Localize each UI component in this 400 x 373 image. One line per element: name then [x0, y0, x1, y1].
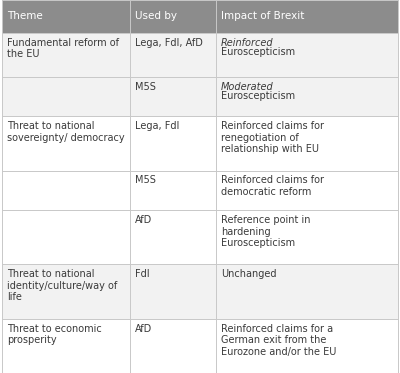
Text: Unchanged: Unchanged [221, 269, 276, 279]
Bar [130, 319, 216, 373]
Bar [130, 33, 216, 77]
Bar [130, 210, 216, 264]
Bar [2, 319, 130, 373]
Text: M5S: M5S [135, 82, 156, 92]
Bar [130, 116, 216, 170]
Bar [2, 77, 130, 116]
Text: M5S: M5S [135, 175, 156, 185]
Bar [216, 0, 398, 33]
Bar [2, 0, 130, 33]
Bar [216, 264, 398, 319]
Text: AfD: AfD [135, 323, 152, 333]
Bar [216, 210, 398, 264]
Text: Reinforced claims for a
German exit from the
Eurozone and/or the EU: Reinforced claims for a German exit from… [221, 323, 336, 357]
Bar [130, 264, 216, 319]
Text: Reinforced: Reinforced [221, 38, 274, 47]
Text: Threat to economic
prosperity: Threat to economic prosperity [7, 323, 102, 345]
Text: Reinforced claims for
renegotiation of
relationship with EU: Reinforced claims for renegotiation of r… [221, 121, 324, 154]
Bar [216, 77, 398, 116]
Text: Threat to national
sovereignty/ democracy: Threat to national sovereignty/ democrac… [7, 121, 124, 143]
Bar [130, 170, 216, 210]
Bar [216, 170, 398, 210]
Text: FdI: FdI [135, 269, 150, 279]
Text: Lega, FdI, AfD: Lega, FdI, AfD [135, 38, 203, 47]
Bar [2, 33, 130, 77]
Text: Used by: Used by [135, 11, 177, 21]
Bar [2, 210, 130, 264]
Bar [130, 0, 216, 33]
Text: Impact of Brexit: Impact of Brexit [221, 11, 304, 21]
Text: Moderated: Moderated [221, 82, 274, 92]
Text: Theme: Theme [7, 11, 42, 21]
Text: Euroscepticism: Euroscepticism [221, 91, 295, 101]
Text: Threat to national
identity/culture/way of
life: Threat to national identity/culture/way … [7, 269, 117, 303]
Bar [130, 77, 216, 116]
Text: Euroscepticism: Euroscepticism [221, 47, 295, 57]
Bar [216, 319, 398, 373]
Bar [2, 170, 130, 210]
Bar [2, 264, 130, 319]
Bar [2, 116, 130, 170]
Bar [216, 33, 398, 77]
Text: Reference point in
hardening
Euroscepticism: Reference point in hardening Eurosceptic… [221, 215, 310, 248]
Bar [216, 116, 398, 170]
Text: Reinforced claims for
democratic reform: Reinforced claims for democratic reform [221, 175, 324, 197]
Text: Fundamental reform of
the EU: Fundamental reform of the EU [7, 38, 119, 59]
Text: AfD: AfD [135, 215, 152, 225]
Text: Lega, FdI: Lega, FdI [135, 121, 179, 131]
